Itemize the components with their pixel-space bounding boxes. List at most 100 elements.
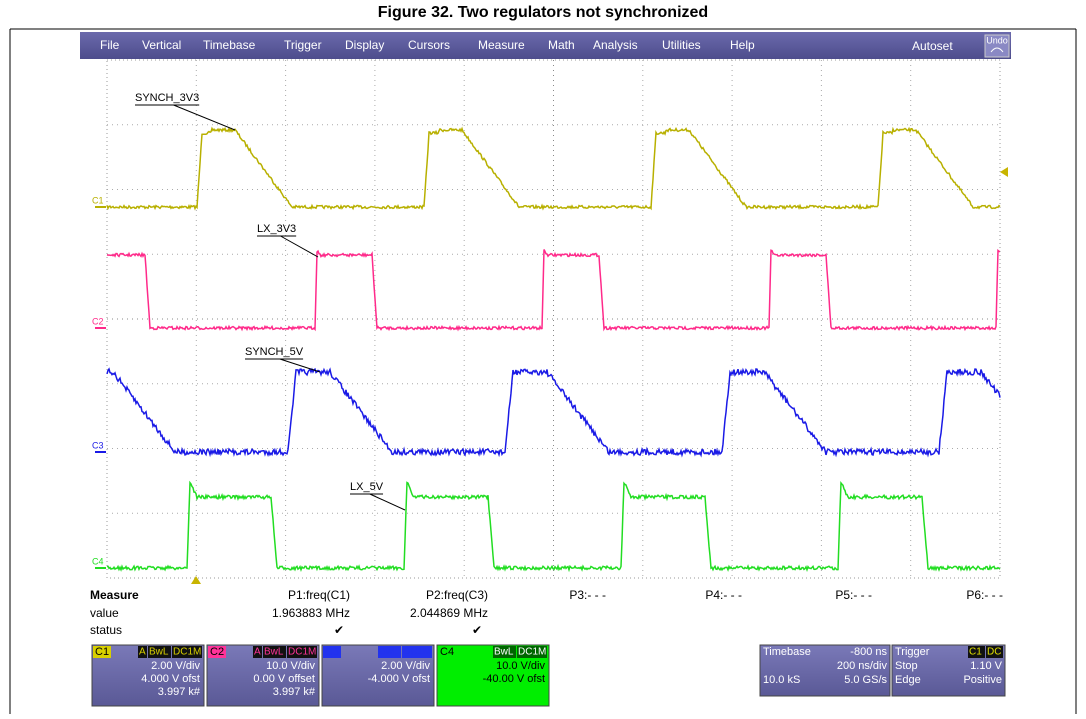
channel-name: C1	[95, 646, 109, 658]
trigger-tag-cell	[986, 646, 1003, 658]
channel-tag-cell	[148, 646, 171, 658]
channel-tag: BwL	[264, 647, 284, 658]
channel-tag-cell	[517, 646, 547, 658]
param-value: 1.963883 MHz	[272, 606, 350, 620]
channel-tag: A	[139, 647, 146, 658]
timebase-text: 5.0 GS/s	[844, 674, 887, 686]
channel-setting: 2.00 V/div	[381, 660, 430, 672]
channel-tag-cell	[263, 646, 286, 658]
trigger-text: 1.10 V	[970, 660, 1002, 672]
figure-title: Figure 32. Two regulators not synchroniz…	[378, 4, 708, 21]
trace-label: SYNCH_3V3	[135, 92, 199, 104]
channel-setting: 10.0 V/div	[266, 660, 315, 672]
channel-name: C2	[210, 646, 224, 658]
channel-name: C4	[440, 646, 454, 658]
trigger-tag: DC	[987, 647, 1001, 658]
menu-item[interactable]: Measure	[478, 38, 525, 52]
channel-setting: 3.997 k#	[158, 686, 201, 698]
channel-setting: 10.0 V/div	[496, 660, 545, 672]
screen-bg	[80, 59, 1011, 584]
channel-tag-cell	[253, 646, 262, 658]
trace-leader	[173, 104, 236, 131]
measure-heading: Measure	[90, 588, 139, 602]
channel-tag: BwL	[379, 647, 399, 658]
channel-setting: 3.997 k#	[273, 686, 316, 698]
param-name: P4:- - -	[705, 588, 742, 602]
waveform	[106, 126, 1001, 211]
channel-name-cell	[438, 646, 456, 658]
waveform	[106, 480, 1001, 573]
channel-tag: A	[254, 647, 261, 658]
timebase-box[interactable]	[759, 644, 891, 697]
channel-setting: -40.00 V ofst	[483, 673, 545, 685]
undo-label: Undo	[986, 35, 1008, 45]
channel-tag: DC1M	[518, 647, 546, 658]
channel-tag-cell	[493, 646, 516, 658]
channel-tag-cell	[378, 646, 401, 658]
trace-leader	[279, 358, 321, 373]
screen-border	[106, 59, 1001, 579]
param-value: 2.044869 MHz	[410, 606, 488, 620]
trigger-text: Positive	[963, 674, 1002, 686]
channel-setting: 0.00 V offset	[253, 673, 315, 685]
menu-item[interactable]: Analysis	[593, 38, 638, 52]
channel-tag: BwL	[149, 647, 169, 658]
waveform	[106, 367, 1001, 458]
channel-name-cell	[323, 646, 341, 658]
channel-setting: 2.00 V/div	[151, 660, 200, 672]
channel-tag: DC1M	[403, 647, 431, 658]
channel-tag: DC1M	[173, 647, 201, 658]
menu-item[interactable]: Cursors	[408, 38, 450, 52]
undo-icon	[990, 47, 1004, 53]
timebase-text: 200 ns/div	[837, 660, 888, 672]
autoset-button[interactable]: Autoset	[912, 39, 953, 53]
trace-leader	[280, 235, 319, 258]
trigger-time-marker	[191, 576, 201, 584]
waveform	[106, 248, 1001, 332]
menu-item[interactable]: Utilities	[662, 38, 701, 52]
trigger-tag-cell	[968, 646, 985, 658]
trace-label: SYNCH_5V	[245, 346, 304, 358]
channel-name-cell	[208, 646, 226, 658]
channel-marker: C4	[92, 556, 104, 566]
trace-label: LX_5V	[350, 481, 384, 493]
trace-leader	[369, 493, 406, 511]
channel-name-cell	[93, 646, 111, 658]
menu-item[interactable]: File	[100, 38, 120, 52]
channel-setting: 4.000 V ofst	[141, 673, 200, 685]
channel-tag: BwL	[494, 647, 514, 658]
menu-item[interactable]: Vertical	[142, 38, 181, 52]
param-name: P6:- - -	[966, 588, 1003, 602]
channel-marker: C3	[92, 440, 104, 450]
trigger-text: Edge	[895, 674, 921, 686]
channel-marker: C2	[92, 316, 104, 326]
measure-row-label: status	[90, 623, 122, 637]
timebase-text: -800 ns	[850, 646, 887, 658]
channel-tag-cell	[287, 646, 317, 658]
param-name: P2:freq(C3)	[426, 588, 488, 602]
channel-tag-cell	[402, 646, 432, 658]
menu-item[interactable]: Trigger	[284, 38, 322, 52]
channel-setting: -4.000 V ofst	[368, 673, 430, 685]
timebase-text: 10.0 kS	[763, 674, 800, 686]
timebase-text: Timebase	[763, 646, 811, 658]
param-name: P3:- - -	[569, 588, 606, 602]
trigger-text: Trigger	[895, 646, 930, 658]
trigger-level-marker	[1000, 167, 1008, 177]
channel-tag-cell	[172, 646, 202, 658]
menu-item[interactable]: Timebase	[203, 38, 256, 52]
menu-item[interactable]: Math	[548, 38, 575, 52]
trace-label: LX_3V3	[257, 223, 296, 235]
trigger-text: Stop	[895, 660, 918, 672]
param-status: ✔	[334, 623, 344, 637]
param-name: P1:freq(C1)	[288, 588, 350, 602]
channel-name: C3	[325, 646, 339, 658]
menu-item[interactable]: Display	[345, 38, 384, 52]
param-status: ✔	[472, 623, 482, 637]
menu-item[interactable]: Help	[730, 38, 755, 52]
trigger-tag: C1	[969, 647, 982, 658]
param-name: P5:- - -	[835, 588, 872, 602]
menu-bar	[80, 32, 1011, 59]
channel-tag-cell	[138, 646, 147, 658]
